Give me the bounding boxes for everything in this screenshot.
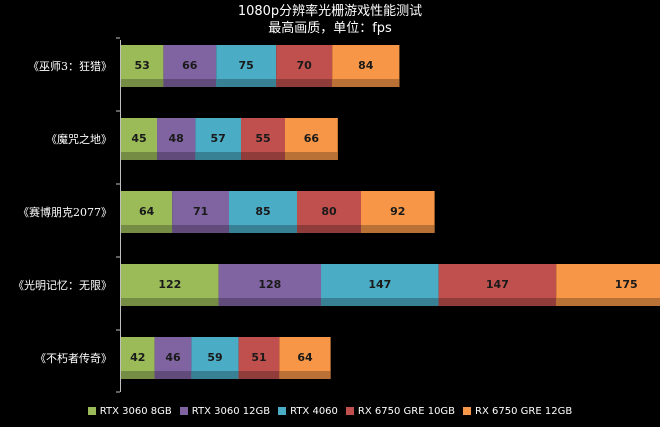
data-label: 64 <box>139 205 155 218</box>
category-label: 《巫师3：狂猎》 <box>28 59 112 73</box>
bar-segment <box>321 264 439 306</box>
legend-label: RTX 4060 <box>290 406 338 417</box>
bar-segment <box>556 264 660 306</box>
data-label: 80 <box>321 205 337 218</box>
category-label: 《光明记忆：无限》 <box>13 278 112 292</box>
legend-swatch <box>179 407 188 415</box>
bar-segment <box>279 337 331 379</box>
data-label: 147 <box>486 278 509 291</box>
bar-segment <box>172 191 229 233</box>
bar-segment <box>163 45 217 87</box>
legend-label: RX 6750 GRE 12GB <box>475 406 573 417</box>
bar-segment <box>241 118 285 160</box>
legend-item: RTX 3060 12GB <box>179 406 271 417</box>
bar-segment <box>216 45 277 87</box>
data-label: 51 <box>251 351 266 364</box>
bar-segment <box>157 118 196 160</box>
data-label: 55 <box>255 132 270 145</box>
legend-item: RX 6750 GRE 10GB <box>345 406 456 417</box>
bar-segment <box>121 45 164 87</box>
data-label: 46 <box>165 351 181 364</box>
legend-swatch <box>278 407 287 415</box>
chart-subtitle: 最高画质，单位：fps <box>268 21 392 36</box>
category-label: 《不朽者传奇》 <box>35 351 112 365</box>
legend-label: RTX 3060 8GB <box>99 406 172 417</box>
bar-segment <box>276 45 333 87</box>
data-label: 45 <box>131 132 146 145</box>
data-label: 71 <box>193 205 208 218</box>
bar-segment <box>238 337 280 379</box>
data-label: 53 <box>135 59 150 72</box>
data-label: 70 <box>297 59 313 72</box>
legend-item: RTX 3060 8GB <box>87 406 172 417</box>
bar-segment <box>195 118 241 160</box>
bar-segment <box>438 264 557 306</box>
legend-label: RTX 3060 12GB <box>191 406 271 417</box>
data-label: 147 <box>368 278 391 291</box>
legend-label: RX 6750 GRE 10GB <box>357 406 456 417</box>
bar-segment <box>285 118 338 160</box>
data-label: 42 <box>130 351 145 364</box>
data-label: 128 <box>258 278 281 291</box>
data-label: 175 <box>615 278 638 291</box>
bar-segment <box>121 191 173 233</box>
data-label: 122 <box>158 278 181 291</box>
bar-segment <box>121 118 157 160</box>
data-label: 84 <box>358 59 374 72</box>
bar-segment <box>361 191 435 233</box>
legend-swatch <box>345 407 354 415</box>
category-label: 《魔咒之地》 <box>46 132 112 146</box>
bar-segment <box>332 45 400 87</box>
data-label: 64 <box>297 351 313 364</box>
bar-segment <box>154 337 192 379</box>
data-label: 57 <box>211 132 226 145</box>
chart-title: 1080p分辨率光栅游戏性能测试 <box>237 4 423 19</box>
bar-segment <box>218 264 321 306</box>
data-label: 92 <box>390 205 405 218</box>
data-label: 75 <box>239 59 254 72</box>
legend-swatch <box>463 407 472 415</box>
legend-item: RTX 4060 <box>278 406 338 417</box>
legend-item: RX 6750 GRE 12GB <box>463 406 572 417</box>
data-label: 48 <box>169 132 184 145</box>
bar-segment <box>191 337 239 379</box>
bar-segment <box>297 191 361 233</box>
legend-swatch <box>87 407 96 415</box>
bar-segment <box>229 191 297 233</box>
chart-legend: RTX 3060 8GB RTX 3060 12GB RTX 4060 RX 6750… <box>0 406 660 417</box>
data-label: 66 <box>304 132 320 145</box>
data-label: 85 <box>255 205 270 218</box>
data-label: 66 <box>182 59 198 72</box>
bar-segment <box>121 264 219 306</box>
bar-segment <box>121 337 155 379</box>
category-label: 《赛博朋克2077》 <box>18 205 112 219</box>
data-label: 59 <box>207 351 222 364</box>
